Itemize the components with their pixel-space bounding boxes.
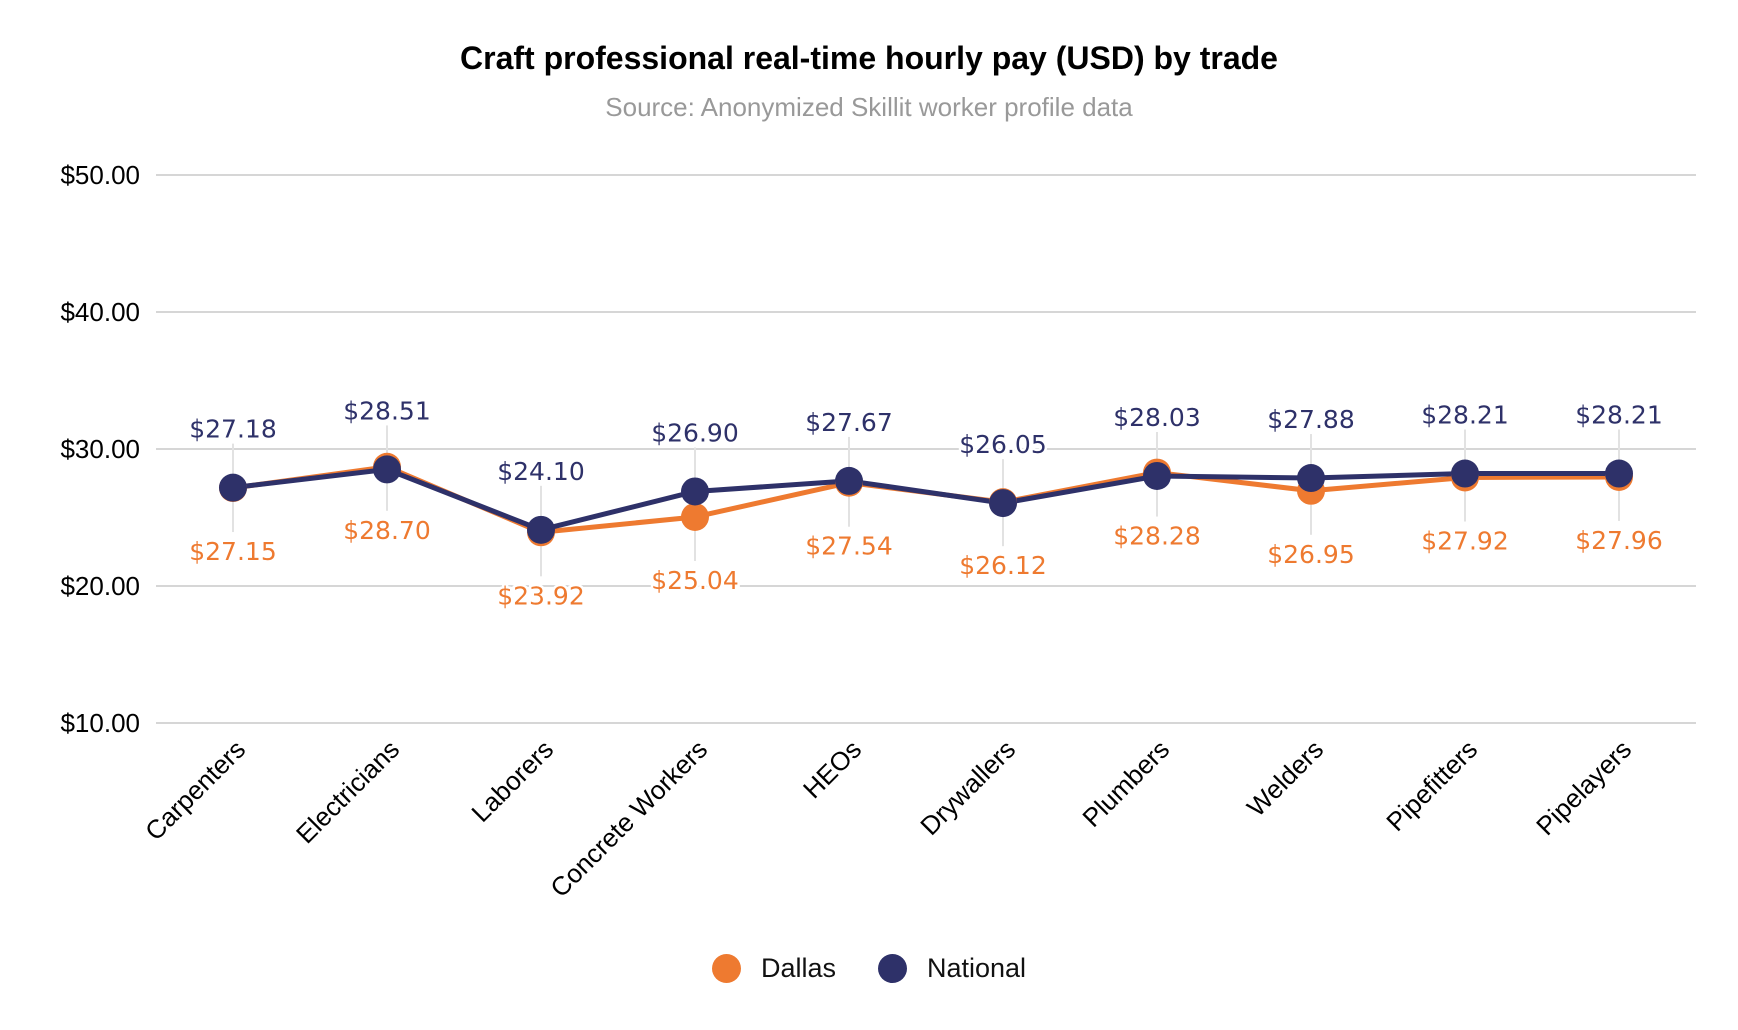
chart-subtitle: Source: Anonymized Skillit worker profil…: [605, 92, 1133, 122]
data-point-dallas[interactable]: [681, 502, 709, 531]
data-point-national[interactable]: [1451, 459, 1479, 488]
legend-item-dallas[interactable]: Dallas: [711, 953, 836, 984]
y-axis: $10.00 $20.00 $30.00 $40.00 $50.00: [60, 160, 140, 738]
label-leader-lines: [232, 425, 1620, 577]
y-tick-label: $40.00: [60, 297, 140, 327]
data-point-national[interactable]: [989, 489, 1017, 518]
x-tick-label: Carpenters: [139, 734, 251, 846]
data-label-dallas: $23.92: [497, 581, 584, 610]
data-point-national[interactable]: [527, 515, 555, 544]
data-label-national: $28.51: [343, 396, 430, 425]
x-tick-label: Welders: [1241, 734, 1329, 822]
legend: Dallas National: [0, 953, 1738, 984]
y-tick-label: $50.00: [60, 160, 140, 190]
y-tick-label: $20.00: [60, 571, 140, 601]
data-point-national[interactable]: [373, 455, 401, 484]
data-label-dallas: $27.96: [1575, 526, 1662, 555]
y-tick-label: $10.00: [60, 708, 140, 738]
data-label-national: $26.05: [959, 430, 1046, 459]
x-tick-label: Drywallers: [914, 734, 1021, 841]
data-label-national: $28.21: [1421, 401, 1508, 430]
data-label-national: $28.21: [1575, 401, 1662, 430]
data-label-dallas: $27.92: [1421, 526, 1508, 555]
legend-item-national[interactable]: National: [877, 953, 1027, 984]
y-tick-label: $30.00: [60, 434, 140, 464]
national-swatch-icon: [877, 954, 907, 983]
data-label-dallas: $26.12: [959, 551, 1046, 580]
legend-label-dallas: Dallas: [760, 953, 836, 983]
data-label-national: $27.18: [189, 415, 276, 444]
data-point-national[interactable]: [681, 477, 709, 506]
series-line-national: [232, 466, 1619, 533]
data-label-dallas: $28.70: [343, 516, 430, 545]
data-label-dallas: $25.04: [651, 566, 738, 595]
data-label-dallas: $27.15: [189, 537, 276, 566]
data-labels: $27.15 $28.70 $23.92 $25.04 $27.54 $26.12 $28.…: [187, 394, 1665, 613]
data-label-national: $26.90: [651, 418, 738, 447]
x-tick-label: Laborers: [465, 734, 559, 828]
legend-label-national: National: [926, 953, 1027, 983]
x-tick-label: Concrete Workers: [544, 734, 713, 903]
series-points: [219, 452, 1633, 547]
x-tick-label: Plumbers: [1076, 734, 1175, 833]
data-label-national: $27.67: [805, 408, 892, 437]
data-label-dallas: $27.54: [805, 532, 892, 561]
data-point-national[interactable]: [835, 466, 863, 495]
data-label-dallas: $28.28: [1113, 522, 1200, 551]
data-label-national: $24.10: [497, 457, 584, 486]
data-label-national: $28.03: [1113, 403, 1200, 432]
line-chart-plot: $10.00 $20.00 $30.00 $40.00 $50.00 Carpenter…: [60, 160, 1696, 903]
x-tick-label: Pipefitters: [1380, 734, 1483, 837]
gridlines: [156, 174, 1696, 724]
series-lines: [232, 464, 1620, 535]
data-label-national: $27.88: [1267, 405, 1354, 434]
x-tick-label: HEOs: [797, 734, 867, 804]
data-point-national[interactable]: [219, 473, 247, 502]
data-point-national[interactable]: [1143, 461, 1171, 490]
x-tick-label: Electricians: [290, 734, 405, 849]
data-point-national[interactable]: [1297, 464, 1325, 493]
data-label-dallas: $26.95: [1267, 540, 1354, 569]
chart-title: Craft professional real-time hourly pay …: [460, 40, 1278, 76]
x-tick-label: Pipelayers: [1530, 734, 1637, 841]
data-point-national[interactable]: [1605, 459, 1633, 488]
dallas-swatch-icon: [711, 954, 741, 983]
